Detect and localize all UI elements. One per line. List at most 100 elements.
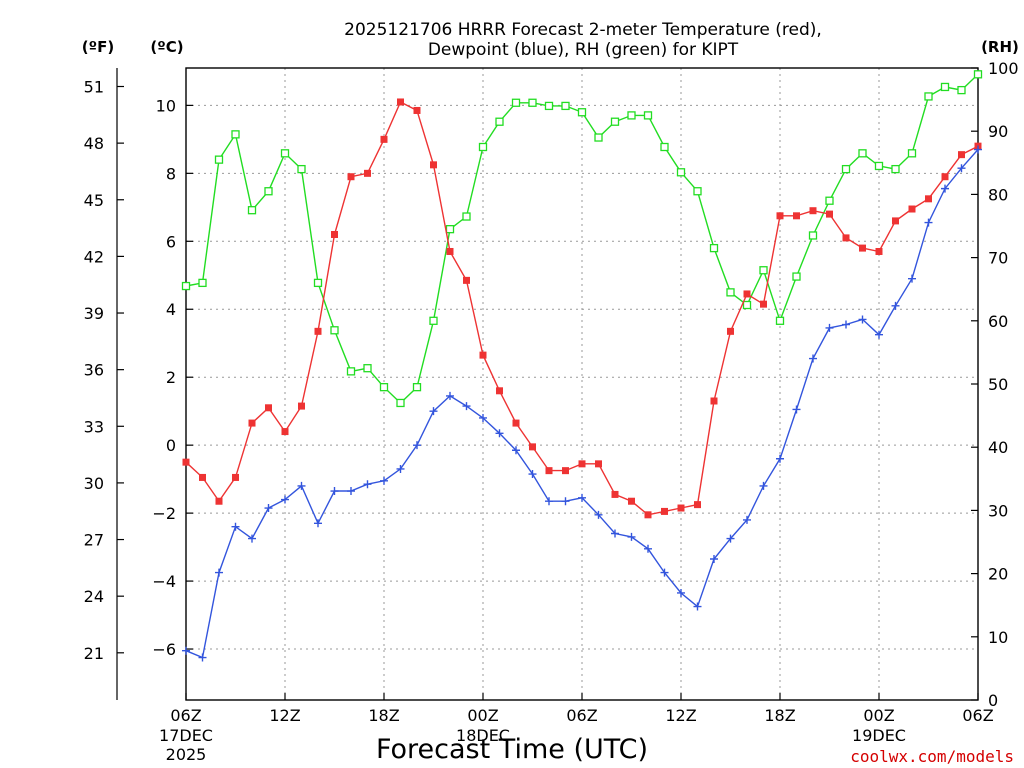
temperature-point: [859, 244, 866, 252]
temperature-point: [760, 300, 767, 308]
rh-tick-label: 90: [988, 122, 1008, 141]
temperature-point: [941, 173, 949, 181]
dewpoint-point: [891, 301, 900, 310]
time-tick-label: 06Z: [962, 706, 993, 725]
temperature-point: [331, 230, 338, 238]
rh-point: [693, 187, 702, 196]
rh-point: [907, 149, 917, 158]
dewpoint-point: [726, 534, 735, 543]
rh-tick-label: 20: [988, 565, 1008, 584]
dewpoint-point: [215, 568, 223, 577]
fahrenheit-tick-label: 48: [84, 134, 104, 153]
fahrenheit-axis-unit-label: (ºF): [82, 38, 114, 56]
chart-title-line-1: 2025121706 HRRR Forecast 2-meter Tempera…: [344, 20, 822, 40]
dewpoint-point: [446, 391, 454, 400]
dewpoint-point: [198, 653, 207, 662]
temperature-point: [347, 173, 355, 181]
dewpoint-point: [974, 145, 982, 154]
rh-tick-label: 0: [988, 691, 998, 710]
temperature-point: [892, 217, 899, 225]
rh-point: [247, 206, 257, 215]
time-tick-label: 06Z: [170, 706, 201, 725]
temperature-point: [628, 497, 635, 505]
rh-point: [676, 168, 686, 177]
temperature-point: [265, 404, 272, 412]
rh-point: [313, 278, 323, 288]
dewpoint-series: [182, 145, 982, 662]
rh-point: [841, 164, 851, 174]
celsius-axis-unit-label: (ºC): [150, 38, 183, 56]
dewpoint-point: [545, 497, 553, 506]
rh-series: [181, 70, 983, 408]
temperature-point: [397, 98, 404, 106]
fahrenheit-tick-label: 33: [84, 417, 104, 436]
rh-point: [858, 149, 867, 158]
time-tick-label: 12Z: [665, 706, 696, 725]
time-tick-label: 00Z: [467, 706, 498, 725]
time-tick-label: 00Z: [863, 706, 894, 725]
dewpoint-point: [611, 529, 619, 538]
rh-point: [759, 266, 768, 275]
temperature-point: [875, 247, 883, 255]
celsius-tick-label: −6: [152, 640, 176, 659]
rh-point: [363, 364, 372, 373]
temperature-point: [578, 460, 586, 468]
dewpoint-point: [759, 481, 768, 490]
rh-tick-label: 60: [988, 312, 1008, 331]
dewpoint-point: [957, 164, 966, 173]
dewpoint-point: [380, 476, 388, 485]
temperature-point: [545, 467, 553, 475]
time-tick-label: 12Z: [269, 706, 300, 725]
rh-tick-label: 30: [988, 501, 1008, 520]
rh-point: [973, 70, 983, 79]
temperature-point: [595, 460, 602, 468]
temperature-point: [842, 234, 850, 242]
dewpoint-point: [743, 515, 751, 524]
rh-point: [742, 300, 752, 310]
rh-tick-label: 100: [988, 59, 1019, 78]
year-label: 2025: [166, 745, 207, 764]
dewpoint-point: [776, 454, 784, 463]
rh-point: [511, 98, 521, 107]
temperature-point: [182, 458, 190, 466]
fahrenheit-tick-label: 24: [84, 587, 104, 606]
rh-point: [528, 98, 537, 107]
date-label: 19DEC: [852, 726, 906, 745]
rh-tick-label: 40: [988, 438, 1008, 457]
temperature-point: [809, 207, 817, 215]
temperature-point: [826, 210, 833, 218]
time-tick-label: 06Z: [566, 706, 597, 725]
rh-point: [214, 155, 224, 164]
dewpoint-point: [363, 480, 372, 489]
rh-point: [577, 108, 587, 117]
dewpoint-point: [908, 274, 916, 283]
dewpoint-point: [429, 407, 438, 416]
credit-link[interactable]: coolwx.com/models: [850, 747, 1014, 766]
rh-point: [594, 133, 603, 142]
dewpoint-point: [182, 646, 190, 655]
temperature-point: [677, 504, 685, 512]
rh-point: [874, 161, 884, 171]
chart-title-line-2: Dewpoint (blue), RH (green) for KIPT: [428, 40, 739, 60]
fahrenheit-tick-label: 39: [84, 304, 104, 323]
rh-point: [495, 117, 504, 126]
fahrenheit-tick-label: 45: [84, 191, 104, 210]
fahrenheit-tick-label: 36: [84, 361, 104, 380]
temperature-point: [364, 169, 371, 177]
celsius-tick-label: 6: [166, 232, 176, 251]
dewpoint-point: [462, 402, 471, 411]
dewpoint-point: [528, 470, 537, 479]
temperature-point: [793, 212, 800, 220]
dewpoint-point: [330, 487, 339, 496]
temperature-point: [248, 419, 256, 427]
temperature-point: [925, 195, 932, 203]
dewpoint-point: [281, 495, 289, 504]
fahrenheit-tick-label: 30: [84, 474, 104, 493]
rh-point: [825, 196, 834, 205]
axes: [116, 67, 979, 701]
dewpoint-point: [248, 534, 256, 543]
temperature-point: [446, 247, 454, 255]
temperature-point: [430, 161, 437, 169]
dewpoint-point: [627, 532, 636, 541]
